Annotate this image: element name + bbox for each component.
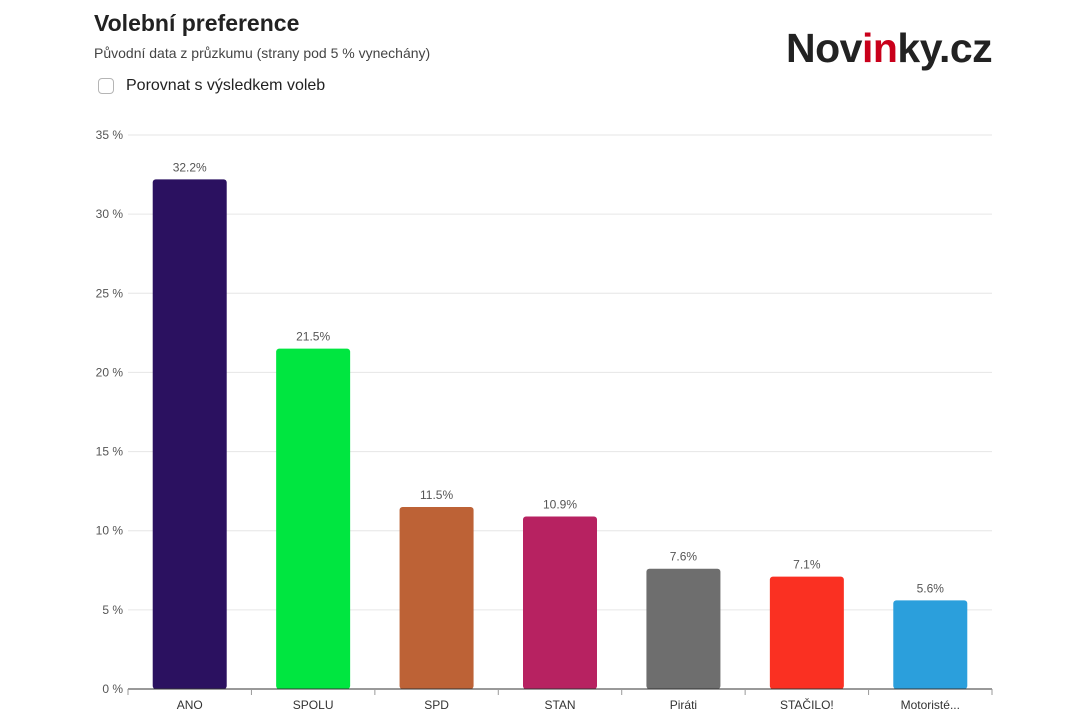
data-label: 11.5% (420, 488, 453, 502)
novinky-logo[interactable]: Novinky.cz (786, 25, 993, 71)
x-tick-label: STAČILO! (780, 697, 834, 712)
x-tick-label: SPD (424, 698, 449, 712)
bar (276, 348, 351, 689)
logo-text-start: Nov (786, 25, 862, 71)
x-tick-label: Motoristé... (901, 698, 960, 712)
data-label: 7.1% (793, 558, 821, 572)
x-tick-label: SPOLU (293, 698, 334, 712)
data-label: 32.2% (173, 160, 207, 174)
data-label: 10.9% (543, 497, 577, 511)
bar (769, 576, 844, 689)
compare-checkbox[interactable] (98, 78, 114, 94)
y-tick-label: 30 % (96, 207, 124, 221)
bar (399, 506, 474, 689)
compare-toggle[interactable]: Porovnat s výsledkem voleb (98, 77, 325, 95)
bar (893, 600, 968, 689)
y-tick-label: 15 % (96, 445, 124, 459)
data-label: 7.6% (670, 550, 698, 564)
chart-subtitle: Původní data z průzkumu (strany pod 5 % … (94, 45, 431, 61)
y-tick-label: 5 % (102, 603, 123, 617)
y-tick-label: 10 % (96, 524, 124, 538)
bar (152, 179, 227, 689)
bar (646, 568, 721, 689)
y-tick-label: 25 % (96, 286, 124, 300)
chart-title: Volební preference (94, 10, 300, 36)
bar (523, 516, 597, 689)
data-label: 21.5% (296, 330, 330, 344)
y-tick-label: 20 % (96, 365, 124, 379)
y-tick-label: 35 % (96, 128, 124, 142)
x-tick-label: Piráti (670, 698, 697, 712)
compare-label: Porovnat s výsledkem voleb (126, 77, 326, 94)
data-label: 5.6% (917, 581, 945, 595)
y-tick-label: 0 % (102, 682, 123, 696)
x-tick-label: STAN (544, 698, 575, 712)
x-tick-label: ANO (177, 698, 203, 712)
logo-text-end: ky.cz (897, 25, 993, 71)
logo-text-accent: in (861, 25, 898, 71)
